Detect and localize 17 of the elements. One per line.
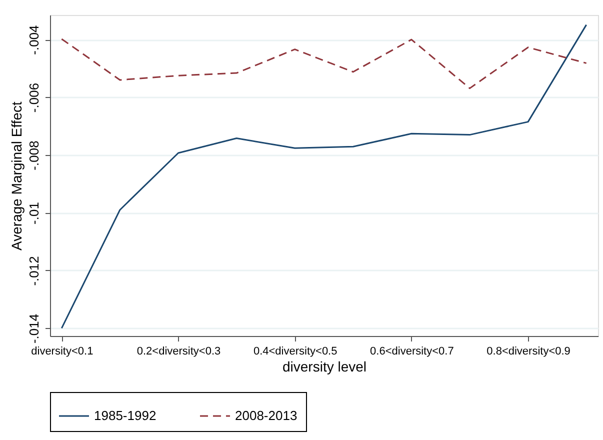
x-axis-title: diversity level	[282, 358, 367, 374]
legend-label: 1985-1992	[94, 408, 156, 423]
x-tick-label: 0.6<diversity<0.7	[370, 346, 454, 358]
x-tick-label: 0.4<diversity<0.5	[253, 346, 338, 358]
x-tick-label: 0.2<diversity<0.3	[136, 346, 221, 358]
line-series	[60, 38, 588, 90]
legend-label: 2008-2013	[235, 408, 298, 423]
x-tick-label: diversity<0.1	[31, 346, 94, 358]
y-tick-label: -.01	[26, 202, 42, 224]
y-tick-label: -.012	[26, 256, 42, 286]
y-tick-label: -.008	[26, 140, 42, 170]
x-tick-label: 0.8<diversity<0.9	[486, 346, 570, 358]
y-axis-title: Average Marginal Effect	[8, 101, 24, 250]
y-tick-label: -.006	[26, 82, 42, 113]
y-tick-label: -.014	[26, 314, 42, 344]
line-series	[60, 24, 588, 329]
y-tick-label: -.004	[26, 25, 42, 55]
